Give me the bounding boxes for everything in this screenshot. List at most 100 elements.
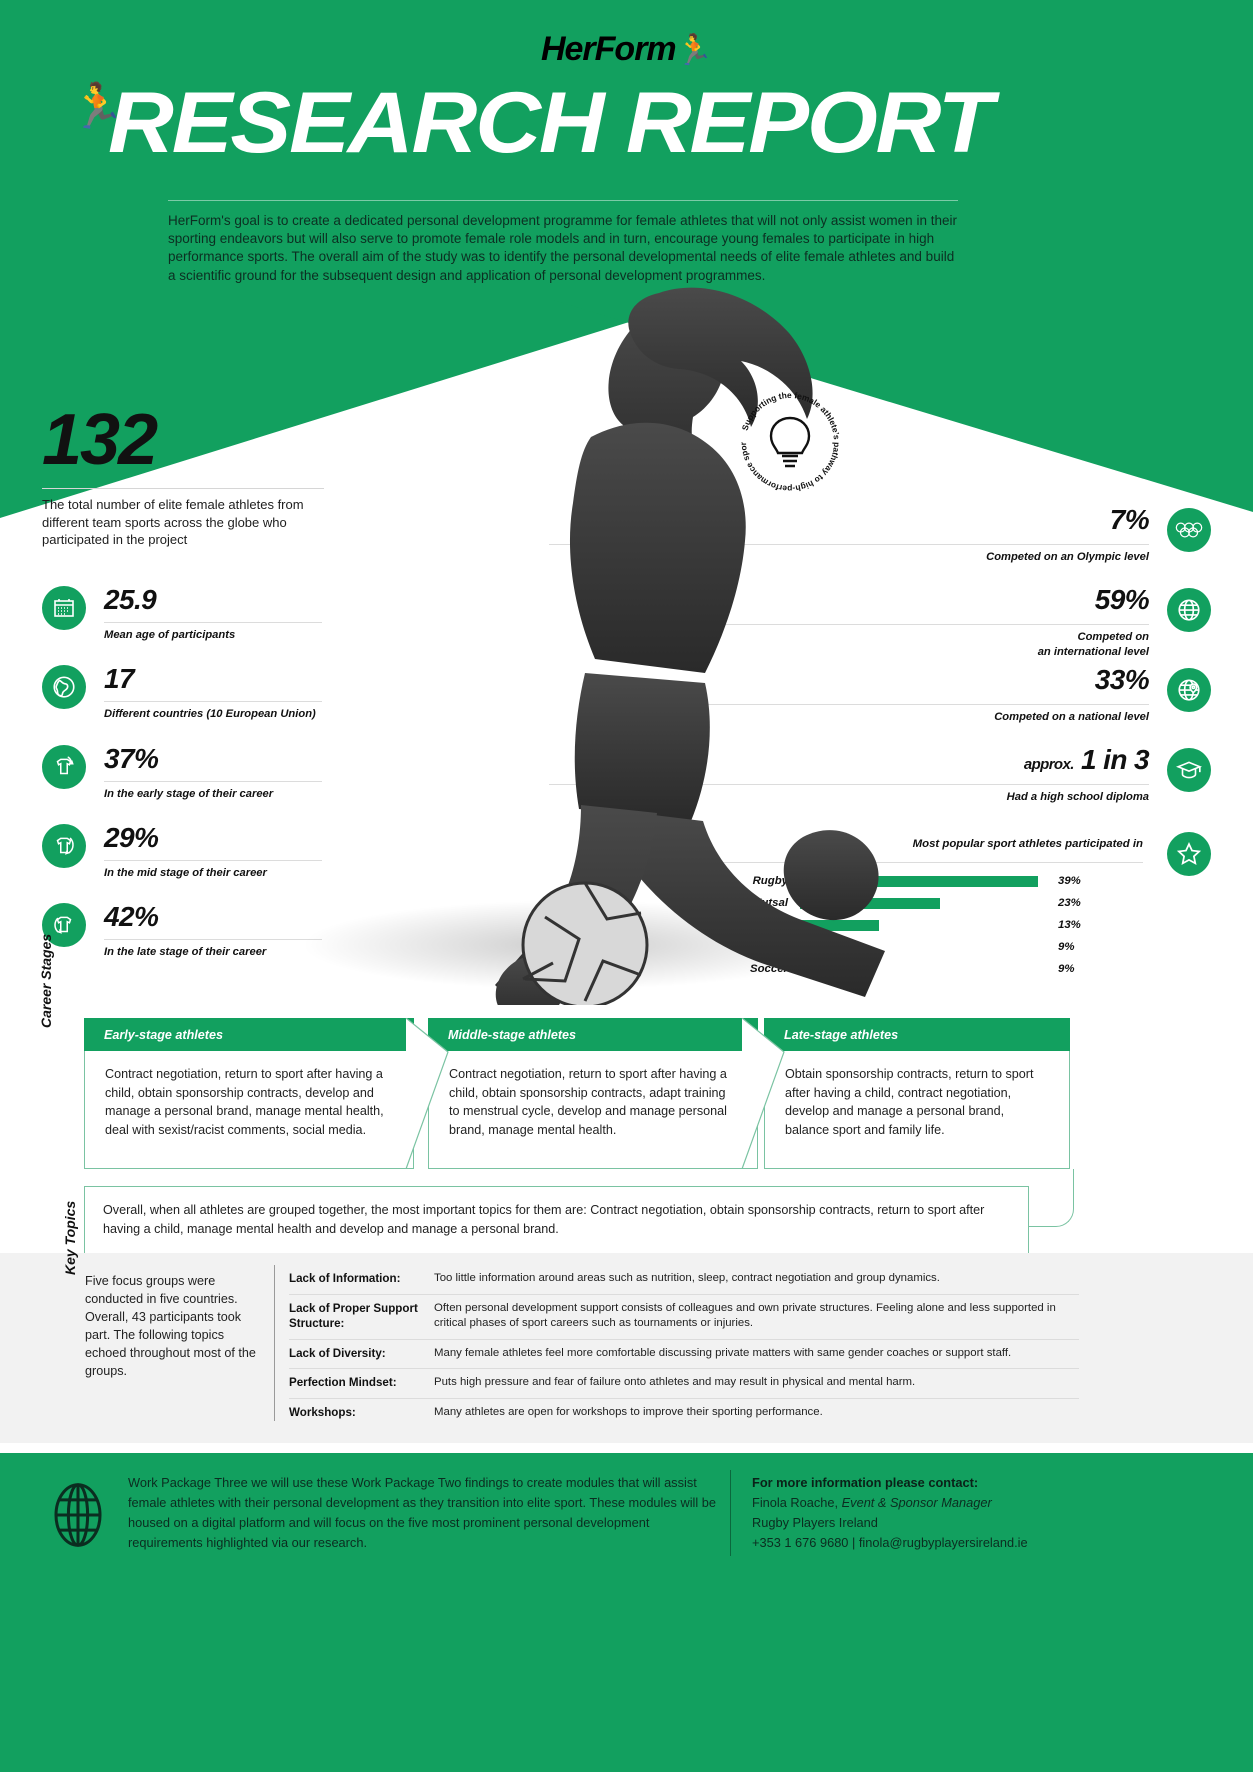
- header-banner: HerForm🏃 🏃 RESEARCH REPORT HerForm's goa…: [0, 0, 1253, 300]
- bar-value: 9%: [1058, 963, 1075, 975]
- footer-paragraph: Work Package Three we will use these Wor…: [128, 1475, 717, 1550]
- jersey-late-icon: [42, 903, 86, 947]
- stat-value: 29%: [104, 822, 159, 853]
- footer-contact-person: Finola Roache, Event & Sponsor Manager: [752, 1493, 1182, 1513]
- stat-value: 42%: [104, 901, 159, 932]
- stat-label: Competed on an Olympic level: [986, 551, 1149, 563]
- stat-value-main: 1 in 3: [1081, 744, 1150, 775]
- stat-divider: [104, 701, 322, 702]
- calendar-icon: [42, 586, 86, 630]
- jersey-mid-icon: [42, 824, 86, 868]
- bar-value: 23%: [1058, 897, 1081, 909]
- stat-label: In the late stage of their career: [104, 946, 267, 958]
- stat-divider: [589, 704, 1149, 705]
- key-topic-term: Workshops:: [289, 1405, 356, 1419]
- footer-contact-details[interactable]: +353 1 676 9680 | finola@rugbyplayersire…: [752, 1535, 1028, 1550]
- stat-divider: [104, 939, 322, 940]
- running-figure-icon-decor: 🏃: [70, 82, 125, 131]
- key-topic-description: Many athletes are open for workshops to …: [434, 1405, 823, 1418]
- key-topic-description: Too little information around areas such…: [434, 1272, 940, 1284]
- career-stage-column-late: Late-stage athletes Obtain sponsorship c…: [764, 1018, 1070, 1169]
- svg-text:Supporting the female athlete’: Supporting the female athlete’s pathway …: [730, 382, 842, 494]
- bar-value: 13%: [1058, 919, 1081, 931]
- stat-divider: [549, 544, 1149, 545]
- chart-title: Most popular sport athletes participated…: [912, 838, 1143, 850]
- key-topic-description: Many female athletes feel more comfortab…: [434, 1346, 1012, 1359]
- career-stage-body: Contract negotiation, return to sport af…: [428, 1051, 758, 1169]
- stat-value: 59%: [1094, 584, 1150, 615]
- olympic-rings-icon: [1167, 508, 1211, 552]
- table-row: Workshops: Many athletes are open for wo…: [289, 1399, 1079, 1428]
- intro-paragraph: HerForm's goal is to create a dedicated …: [168, 213, 957, 283]
- green-wedge-right: [553, 300, 1253, 512]
- key-topic-term: Lack of Diversity:: [289, 1346, 386, 1360]
- stamp-badge: Supporting the female athlete’s pathway …: [730, 382, 842, 494]
- brand-logo: HerForm🏃: [0, 30, 1253, 69]
- career-stage-column-early: Early-stage athletes Contract negotiatio…: [84, 1018, 414, 1169]
- footer-contact-heading: For more information please contact:: [752, 1475, 979, 1490]
- career-stages-side-label: Career Stages: [38, 933, 54, 1028]
- footer-contact-name: Finola Roache,: [752, 1495, 839, 1510]
- photo-shadow: [300, 900, 840, 990]
- footer-contact: For more information please contact: Fin…: [752, 1473, 1182, 1553]
- key-topic-description: Often personal development support consi…: [434, 1301, 1056, 1330]
- headline-stat-description: The total number of elite female athlete…: [42, 497, 304, 547]
- bar-value: 39%: [1058, 875, 1081, 887]
- career-stage-heading: Late-stage athletes: [764, 1018, 1070, 1051]
- career-stages-overall: Overall, when all athletes are grouped t…: [84, 1186, 1029, 1254]
- key-topics-section: [0, 1253, 1253, 1443]
- stat-label: Competed on a national level: [994, 711, 1149, 723]
- key-topics-intro: Five focus groups were conducted in five…: [85, 1274, 256, 1378]
- globe-grid-icon: [1167, 588, 1211, 632]
- table-row: Lack of Diversity: Many female athletes …: [289, 1340, 1079, 1369]
- career-stage-body: Contract negotiation, return to sport af…: [84, 1051, 414, 1169]
- graduation-cap-icon: [1167, 748, 1211, 792]
- headline-stat-value: 132: [42, 400, 158, 480]
- running-figure-icon: 🏃: [675, 34, 713, 67]
- stat-label: In the early stage of their career: [104, 788, 274, 800]
- stat-value: 37%: [104, 743, 159, 774]
- stat-label: Mean age of participants: [104, 629, 236, 641]
- key-topic-term: Lack of Proper Support Structure:: [289, 1301, 418, 1331]
- key-topics-table: Lack of Information: Too little informat…: [289, 1265, 1079, 1427]
- stat-value: 33%: [1094, 664, 1150, 695]
- table-row: Perfection Mindset: Puts high pressure a…: [289, 1369, 1079, 1399]
- globe-pin-icon: [1167, 668, 1211, 712]
- stat-divider: [549, 784, 1149, 785]
- career-stage-heading: Middle-stage athletes: [428, 1018, 758, 1051]
- bar-track: [800, 875, 1050, 887]
- key-topic-term: Perfection Mindset:: [289, 1376, 397, 1389]
- career-stage-body: Obtain sponsorship contracts, return to …: [764, 1051, 1070, 1169]
- bar-value: 9%: [1058, 941, 1075, 953]
- headline-stat-divider: [42, 488, 324, 489]
- brand-logo-text: HerForm: [540, 30, 677, 68]
- career-stage-heading: Early-stage athletes: [84, 1018, 414, 1051]
- footer-divider: [730, 1470, 731, 1556]
- footer-band: [0, 1453, 1253, 1772]
- bar-fill: [800, 875, 1038, 887]
- footer-contact-role: Event & Sponsor Manager: [841, 1495, 992, 1510]
- career-stage-column-middle: Middle-stage athletes Contract negotiati…: [428, 1018, 758, 1169]
- chart-divider: [700, 862, 1143, 863]
- stat-value: 7%: [1109, 504, 1150, 535]
- key-topics-divider: [274, 1265, 275, 1421]
- stat-label: Competed on an international level: [1037, 631, 1149, 658]
- career-stage-connector: [1028, 1169, 1074, 1227]
- footer-contact-org: Rugby Players Ireland: [752, 1515, 878, 1530]
- key-topics-side-label: Key Topics: [62, 1200, 78, 1275]
- stat-label: Had a high school diploma: [1006, 791, 1149, 803]
- table-row: Lack of Proper Support Structure: Often …: [289, 1295, 1079, 1340]
- table-row: Lack of Information: Too little informat…: [289, 1265, 1079, 1295]
- stat-value-prefix: approx.: [1023, 756, 1075, 773]
- stat-divider: [104, 622, 322, 623]
- star-icon: [1167, 832, 1211, 876]
- globe-africa-icon: [42, 665, 86, 709]
- intro-divider: [168, 200, 958, 201]
- page-title: RESEARCH REPORT: [108, 75, 993, 171]
- stat-label: In the mid stage of their career: [104, 867, 267, 879]
- key-topic-term: Lack of Information:: [289, 1272, 401, 1285]
- globe-icon: [54, 1483, 102, 1547]
- lightbulb-icon: [769, 416, 811, 468]
- stat-label: Different countries (10 European Union): [104, 708, 316, 720]
- key-topic-description: Puts high pressure and fear of failure o…: [434, 1376, 916, 1388]
